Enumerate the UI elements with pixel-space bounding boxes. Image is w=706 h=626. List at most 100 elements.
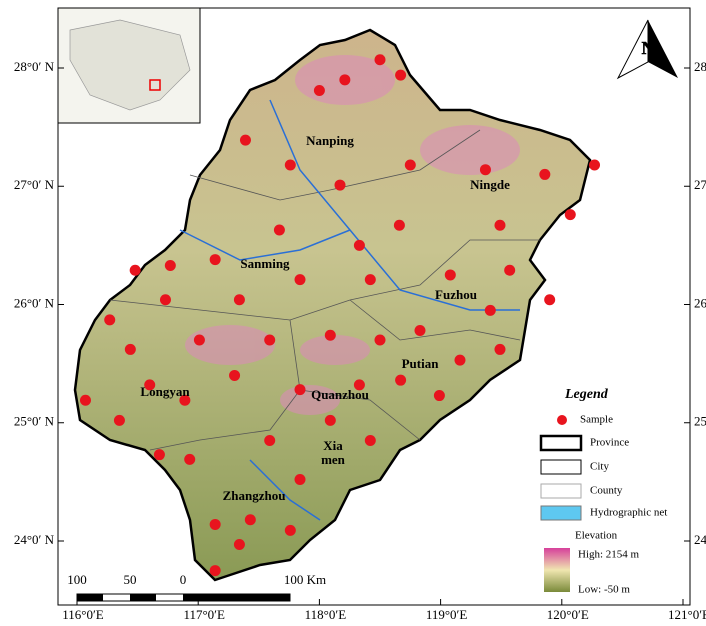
sample-point: [395, 374, 407, 386]
city-label: Nanping: [306, 133, 354, 148]
sample-point: [209, 254, 221, 266]
sample-point: [353, 379, 365, 391]
lon-label: 117°0′E: [183, 607, 225, 622]
scale-label: 100 Km: [284, 572, 326, 587]
legend-label: Hydrographic net: [590, 507, 667, 519]
sample-point: [264, 334, 276, 346]
sample-point: [544, 294, 556, 306]
sample-point: [539, 168, 551, 180]
scale-bar: 100 50 0 100 Km: [67, 572, 326, 602]
city-label: Xia: [323, 438, 343, 453]
sample-point: [184, 453, 196, 465]
city-label: Longyan: [140, 384, 190, 399]
city-label: Quanzhou: [311, 387, 369, 402]
sample-point: [79, 394, 91, 406]
sample-point: [264, 434, 276, 446]
legend-symbol: [540, 459, 582, 475]
lat-label: 27°0′ N: [14, 177, 55, 192]
sample-point: [229, 369, 241, 381]
legend-label: Low: -50 m: [578, 584, 630, 596]
lat-label: 26°0′ N: [694, 295, 706, 310]
lon-label: 118°0′E: [305, 607, 347, 622]
lat-label: 26°0′ N: [14, 295, 55, 310]
legend-label: Sample: [580, 414, 613, 426]
sample-point: [444, 269, 456, 281]
sample-point: [273, 224, 285, 236]
lat-label: 25°0′ N: [14, 414, 55, 429]
legend: Legend Sample Province City County Hydro…: [539, 387, 667, 596]
sample-point: [233, 294, 245, 306]
sample-point: [144, 379, 156, 391]
sample-point: [324, 329, 336, 341]
sample-point: [124, 343, 136, 355]
sample-point: [294, 384, 306, 396]
city-label: men: [321, 452, 346, 467]
sample-point: [395, 69, 407, 81]
scale-label: 100: [67, 572, 87, 587]
legend-label: Province: [590, 437, 629, 449]
sample-point: [484, 304, 496, 316]
north-label: N: [642, 38, 655, 58]
sample-point: [244, 514, 256, 526]
sample-point: [404, 159, 416, 171]
legend-symbol: [540, 505, 582, 521]
sample-point: [339, 74, 351, 86]
sample-point: [364, 274, 376, 286]
scale-label: 50: [124, 572, 137, 587]
sample-point: [179, 394, 191, 406]
highlands: [185, 55, 520, 415]
legend-title: Legend: [564, 387, 609, 402]
city-label: Putian: [402, 356, 440, 371]
sample-point: [193, 334, 205, 346]
rivers: [179, 99, 520, 521]
sample-point: [164, 259, 176, 271]
sample-point: [564, 209, 576, 221]
legend-symbol: [539, 434, 583, 452]
legend-label: County: [590, 485, 623, 497]
north-arrow: N: [616, 19, 678, 80]
sample-point: [209, 518, 221, 530]
sample-point: [104, 314, 116, 326]
lat-label: 25°0′ N: [694, 414, 706, 429]
lat-label: 27°0′ N: [694, 177, 706, 192]
lon-label: 121°0′E: [668, 607, 706, 622]
legend-label: Elevation: [575, 530, 618, 542]
sample-point: [454, 354, 466, 366]
lat-label: 24°0′ N: [694, 532, 706, 547]
lon-label: 120°0′E: [547, 607, 589, 622]
sample-point: [153, 449, 165, 461]
sample-point: [494, 343, 506, 355]
sample-point: [374, 334, 386, 346]
scale-label: 0: [180, 572, 187, 587]
sample-point: [294, 474, 306, 486]
city-label: Sanming: [240, 256, 290, 271]
sample-point: [233, 539, 245, 551]
sample-point: [159, 294, 171, 306]
sample-point: [494, 219, 506, 231]
lat-label: 28°0′ N: [694, 59, 706, 74]
city-label: Ningde: [470, 177, 510, 192]
sample-point: [589, 159, 601, 171]
sample-point: [479, 164, 491, 176]
inset-locator: [149, 79, 161, 91]
sample-point: [334, 179, 346, 191]
sample-point: [433, 390, 445, 402]
sample-point: [364, 434, 376, 446]
sample-point: [284, 524, 296, 536]
sample-point: [324, 414, 336, 426]
sample-point: [374, 54, 386, 66]
sample-point: [313, 84, 325, 96]
legend-label: City: [590, 461, 609, 473]
city-boundaries: [109, 129, 540, 451]
sample-point: [294, 274, 306, 286]
sample-point: [414, 325, 426, 337]
sample-point: [113, 414, 125, 426]
sample-point: [353, 239, 365, 251]
city-label: Fuzhou: [435, 287, 477, 302]
lat-label: 28°0′ N: [14, 59, 55, 74]
legend-symbol: [540, 483, 582, 499]
sample-point: [209, 565, 221, 577]
legend-symbol: [557, 415, 567, 425]
lon-label: 116°0′E: [62, 607, 104, 622]
city-label: Zhangzhou: [223, 488, 286, 503]
